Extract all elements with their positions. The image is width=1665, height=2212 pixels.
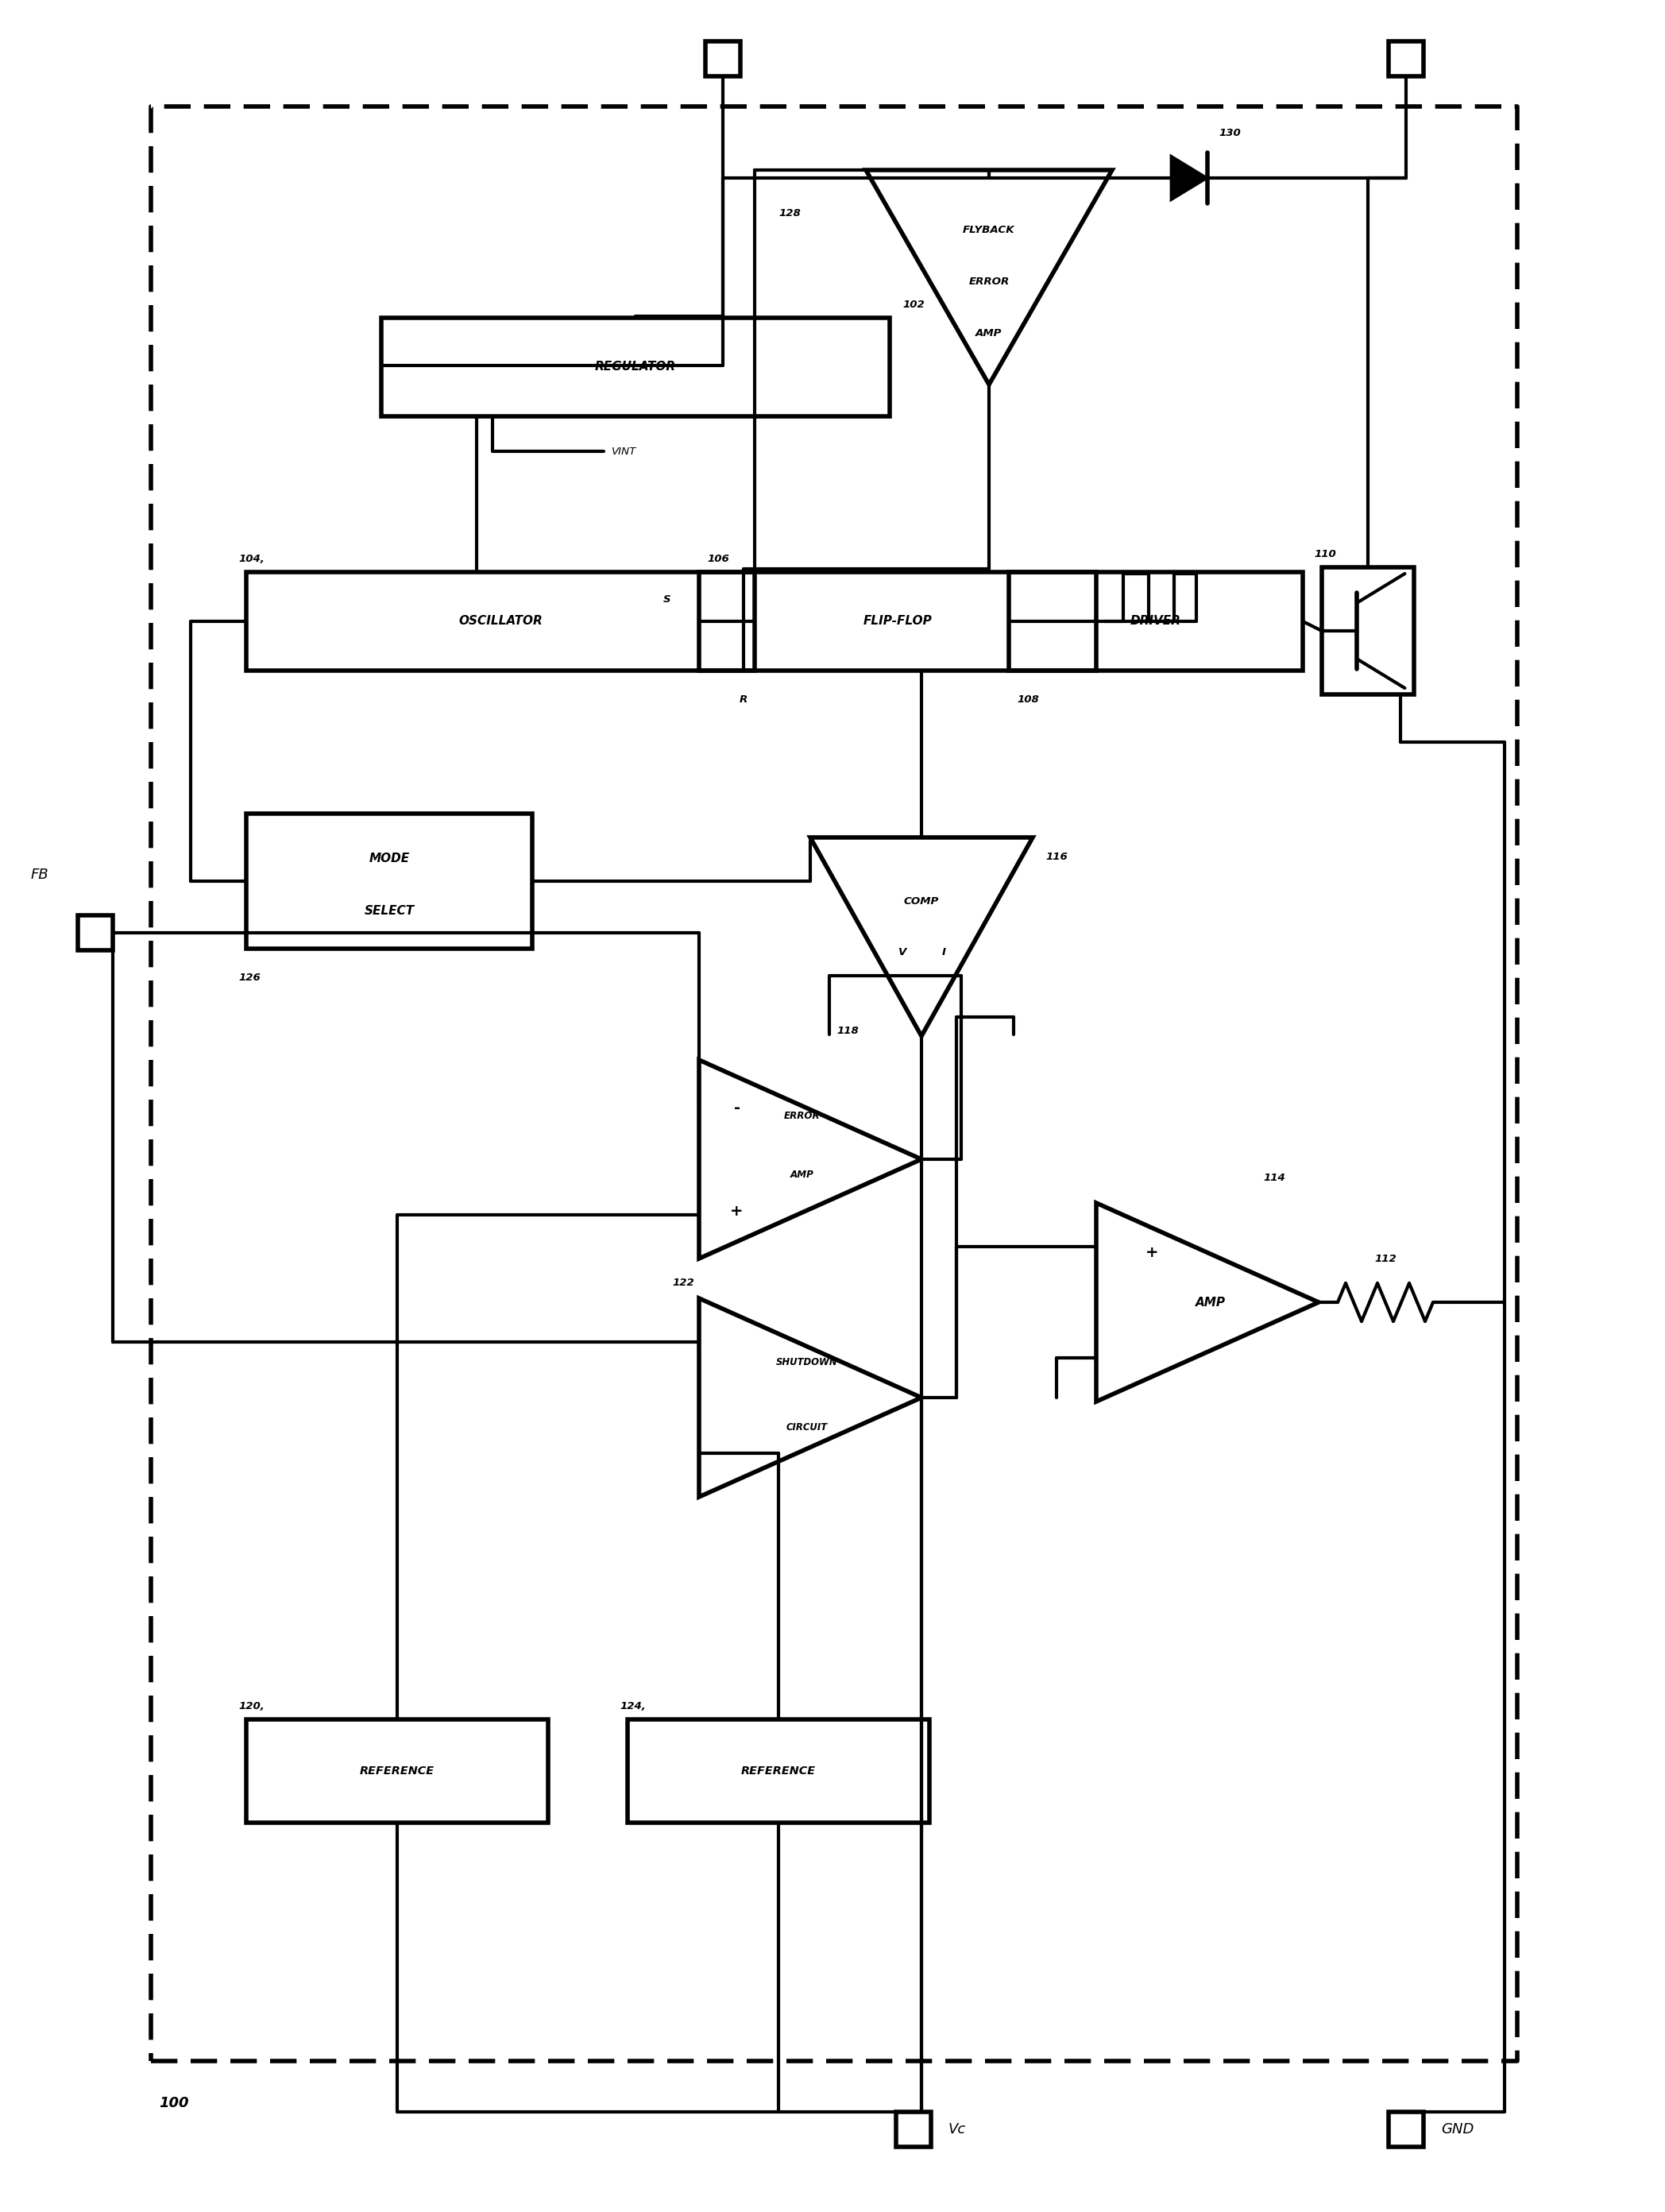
Text: 112: 112	[1374, 1254, 1397, 1263]
Text: 128: 128	[779, 208, 801, 219]
Text: DRIVER: DRIVER	[1131, 615, 1180, 628]
Bar	[246, 814, 533, 949]
Text: +: +	[1146, 1245, 1159, 1261]
Text: FLIP-FLOP: FLIP-FLOP	[862, 615, 932, 628]
Bar	[1389, 42, 1424, 75]
Text: FB: FB	[30, 867, 48, 883]
Bar	[706, 42, 741, 75]
Text: 126: 126	[238, 973, 260, 982]
Text: VINT: VINT	[611, 447, 636, 456]
Bar	[246, 1719, 548, 1823]
Text: Vc: Vc	[949, 2121, 966, 2137]
Text: AMP: AMP	[1195, 1296, 1225, 1307]
Text: OSCILLATOR: OSCILLATOR	[458, 615, 543, 628]
Text: V: V	[899, 947, 906, 958]
Text: 114: 114	[1264, 1172, 1285, 1183]
Text: SELECT: SELECT	[365, 905, 415, 916]
Bar	[699, 573, 1096, 670]
Text: 120,: 120,	[238, 1701, 265, 1712]
Text: REGULATOR: REGULATOR	[594, 361, 676, 374]
Bar	[1389, 2112, 1424, 2148]
Text: MODE: MODE	[370, 852, 410, 865]
Text: REFERENCE: REFERENCE	[741, 1765, 816, 1776]
Text: +: +	[731, 1203, 743, 1219]
Bar	[381, 319, 889, 416]
Text: SHUTDOWN: SHUTDOWN	[776, 1356, 837, 1367]
Bar	[246, 573, 754, 670]
Text: ERROR: ERROR	[784, 1110, 821, 1121]
Bar	[628, 1719, 929, 1823]
Text: FLYBACK: FLYBACK	[962, 226, 1016, 234]
Text: V: V	[1394, 0, 1404, 2]
Text: V: V	[709, 0, 719, 2]
Text: S: S	[663, 595, 671, 604]
Text: 116: 116	[1046, 852, 1067, 863]
Text: I: I	[942, 947, 946, 958]
Text: 130: 130	[1219, 128, 1240, 137]
Bar	[896, 2112, 931, 2148]
Text: AMP: AMP	[791, 1170, 814, 1181]
Bar	[78, 916, 113, 951]
Text: 106: 106	[708, 553, 729, 564]
Text: COMP: COMP	[904, 896, 939, 907]
Text: 110: 110	[1314, 549, 1335, 560]
Text: 108: 108	[1017, 695, 1039, 706]
Text: 104,: 104,	[238, 553, 265, 564]
Text: 100: 100	[158, 2097, 188, 2110]
Text: -: -	[734, 1099, 739, 1115]
Text: 122: 122	[673, 1279, 694, 1287]
Text: GND: GND	[1440, 2121, 1474, 2137]
Text: R: R	[739, 695, 748, 706]
Text: 102: 102	[902, 299, 924, 310]
Text: 118: 118	[837, 1026, 859, 1035]
Text: REFERENCE: REFERENCE	[360, 1765, 435, 1776]
Text: CIRCUIT: CIRCUIT	[786, 1422, 828, 1433]
Text: 124,: 124,	[619, 1701, 646, 1712]
Text: ERROR: ERROR	[969, 276, 1009, 288]
Bar	[1009, 573, 1302, 670]
Bar	[1322, 566, 1414, 695]
Text: AMP: AMP	[976, 327, 1002, 338]
Polygon shape	[1170, 155, 1207, 201]
